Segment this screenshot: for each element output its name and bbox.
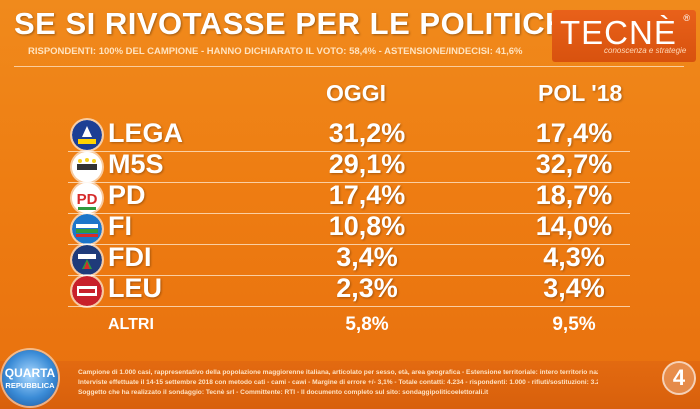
party-name: FI bbox=[108, 211, 132, 241]
column-header-pol18: POL '18 bbox=[538, 80, 623, 106]
show-logo-title: QUARTA bbox=[4, 366, 56, 380]
value-oggi: 5,8% bbox=[345, 314, 389, 335]
value-oggi: 3,4% bbox=[336, 242, 398, 272]
row-divider bbox=[68, 213, 630, 214]
tecne-logo-tagline: conoscenza e strategie bbox=[604, 46, 687, 55]
page-title: SE SI RIVOTASSE PER LE POLITICHE bbox=[14, 6, 590, 41]
party-name: M5S bbox=[108, 149, 164, 179]
row-divider bbox=[68, 306, 630, 307]
footer-line: Campione di 1.000 casi, rappresentativo … bbox=[78, 369, 598, 376]
channel-4-logo: 4 bbox=[664, 363, 694, 393]
footer-line: Soggetto che ha realizzato il sondaggio:… bbox=[78, 389, 489, 396]
value-oggi: 10,8% bbox=[328, 211, 406, 241]
row-divider bbox=[68, 275, 630, 276]
value-pol18: 18,7% bbox=[535, 180, 613, 210]
value-oggi: 17,4% bbox=[328, 180, 406, 210]
svg-text:PD: PD bbox=[77, 191, 98, 208]
pd-logo-icon: PD bbox=[72, 183, 102, 213]
footer-line: Interviste effettuate il 14-15 settembre… bbox=[78, 379, 598, 386]
value-pol18: 3,4% bbox=[543, 273, 605, 303]
value-oggi: 29,1% bbox=[328, 149, 406, 179]
row-divider bbox=[68, 244, 630, 245]
lega-logo-icon bbox=[72, 120, 102, 150]
leu-logo-icon bbox=[72, 276, 102, 306]
tecne-logo: TECNÈ ® conoscenza e strategie bbox=[552, 10, 696, 62]
value-oggi: 2,3% bbox=[336, 273, 398, 303]
party-name: ALTRI bbox=[108, 316, 154, 333]
value-pol18: 4,3% bbox=[543, 242, 605, 272]
value-pol18: 32,7% bbox=[535, 149, 613, 179]
value-pol18: 9,5% bbox=[552, 314, 596, 335]
quarta-repubblica-logo: QUARTA REPUBBLICA bbox=[2, 350, 58, 406]
tecne-logo-name: TECNÈ bbox=[560, 14, 677, 51]
m5s-logo-icon bbox=[72, 152, 102, 182]
fdi-logo-icon bbox=[72, 245, 102, 275]
page-subtitle: RISPONDENTI: 100% DEL CAMPIONE - HANNO D… bbox=[28, 46, 523, 57]
value-pol18: 17,4% bbox=[535, 118, 613, 148]
fi-logo-icon bbox=[72, 214, 102, 244]
show-logo-subtitle: REPUBBLICA bbox=[5, 381, 55, 390]
party-name: LEGA bbox=[108, 118, 184, 148]
header-divider bbox=[14, 66, 684, 67]
methodology-footer: Campione di 1.000 casi, rappresentativo … bbox=[0, 361, 700, 409]
value-oggi: 31,2% bbox=[328, 118, 406, 148]
party-name: PD bbox=[108, 180, 146, 210]
row-divider bbox=[68, 182, 630, 183]
column-header-oggi: OGGI bbox=[326, 80, 387, 106]
row-divider bbox=[68, 151, 630, 152]
value-pol18: 14,0% bbox=[535, 211, 613, 241]
party-name: FDI bbox=[108, 242, 152, 272]
tecne-logo-registered: ® bbox=[683, 13, 690, 23]
party-name: LEU bbox=[108, 273, 162, 303]
